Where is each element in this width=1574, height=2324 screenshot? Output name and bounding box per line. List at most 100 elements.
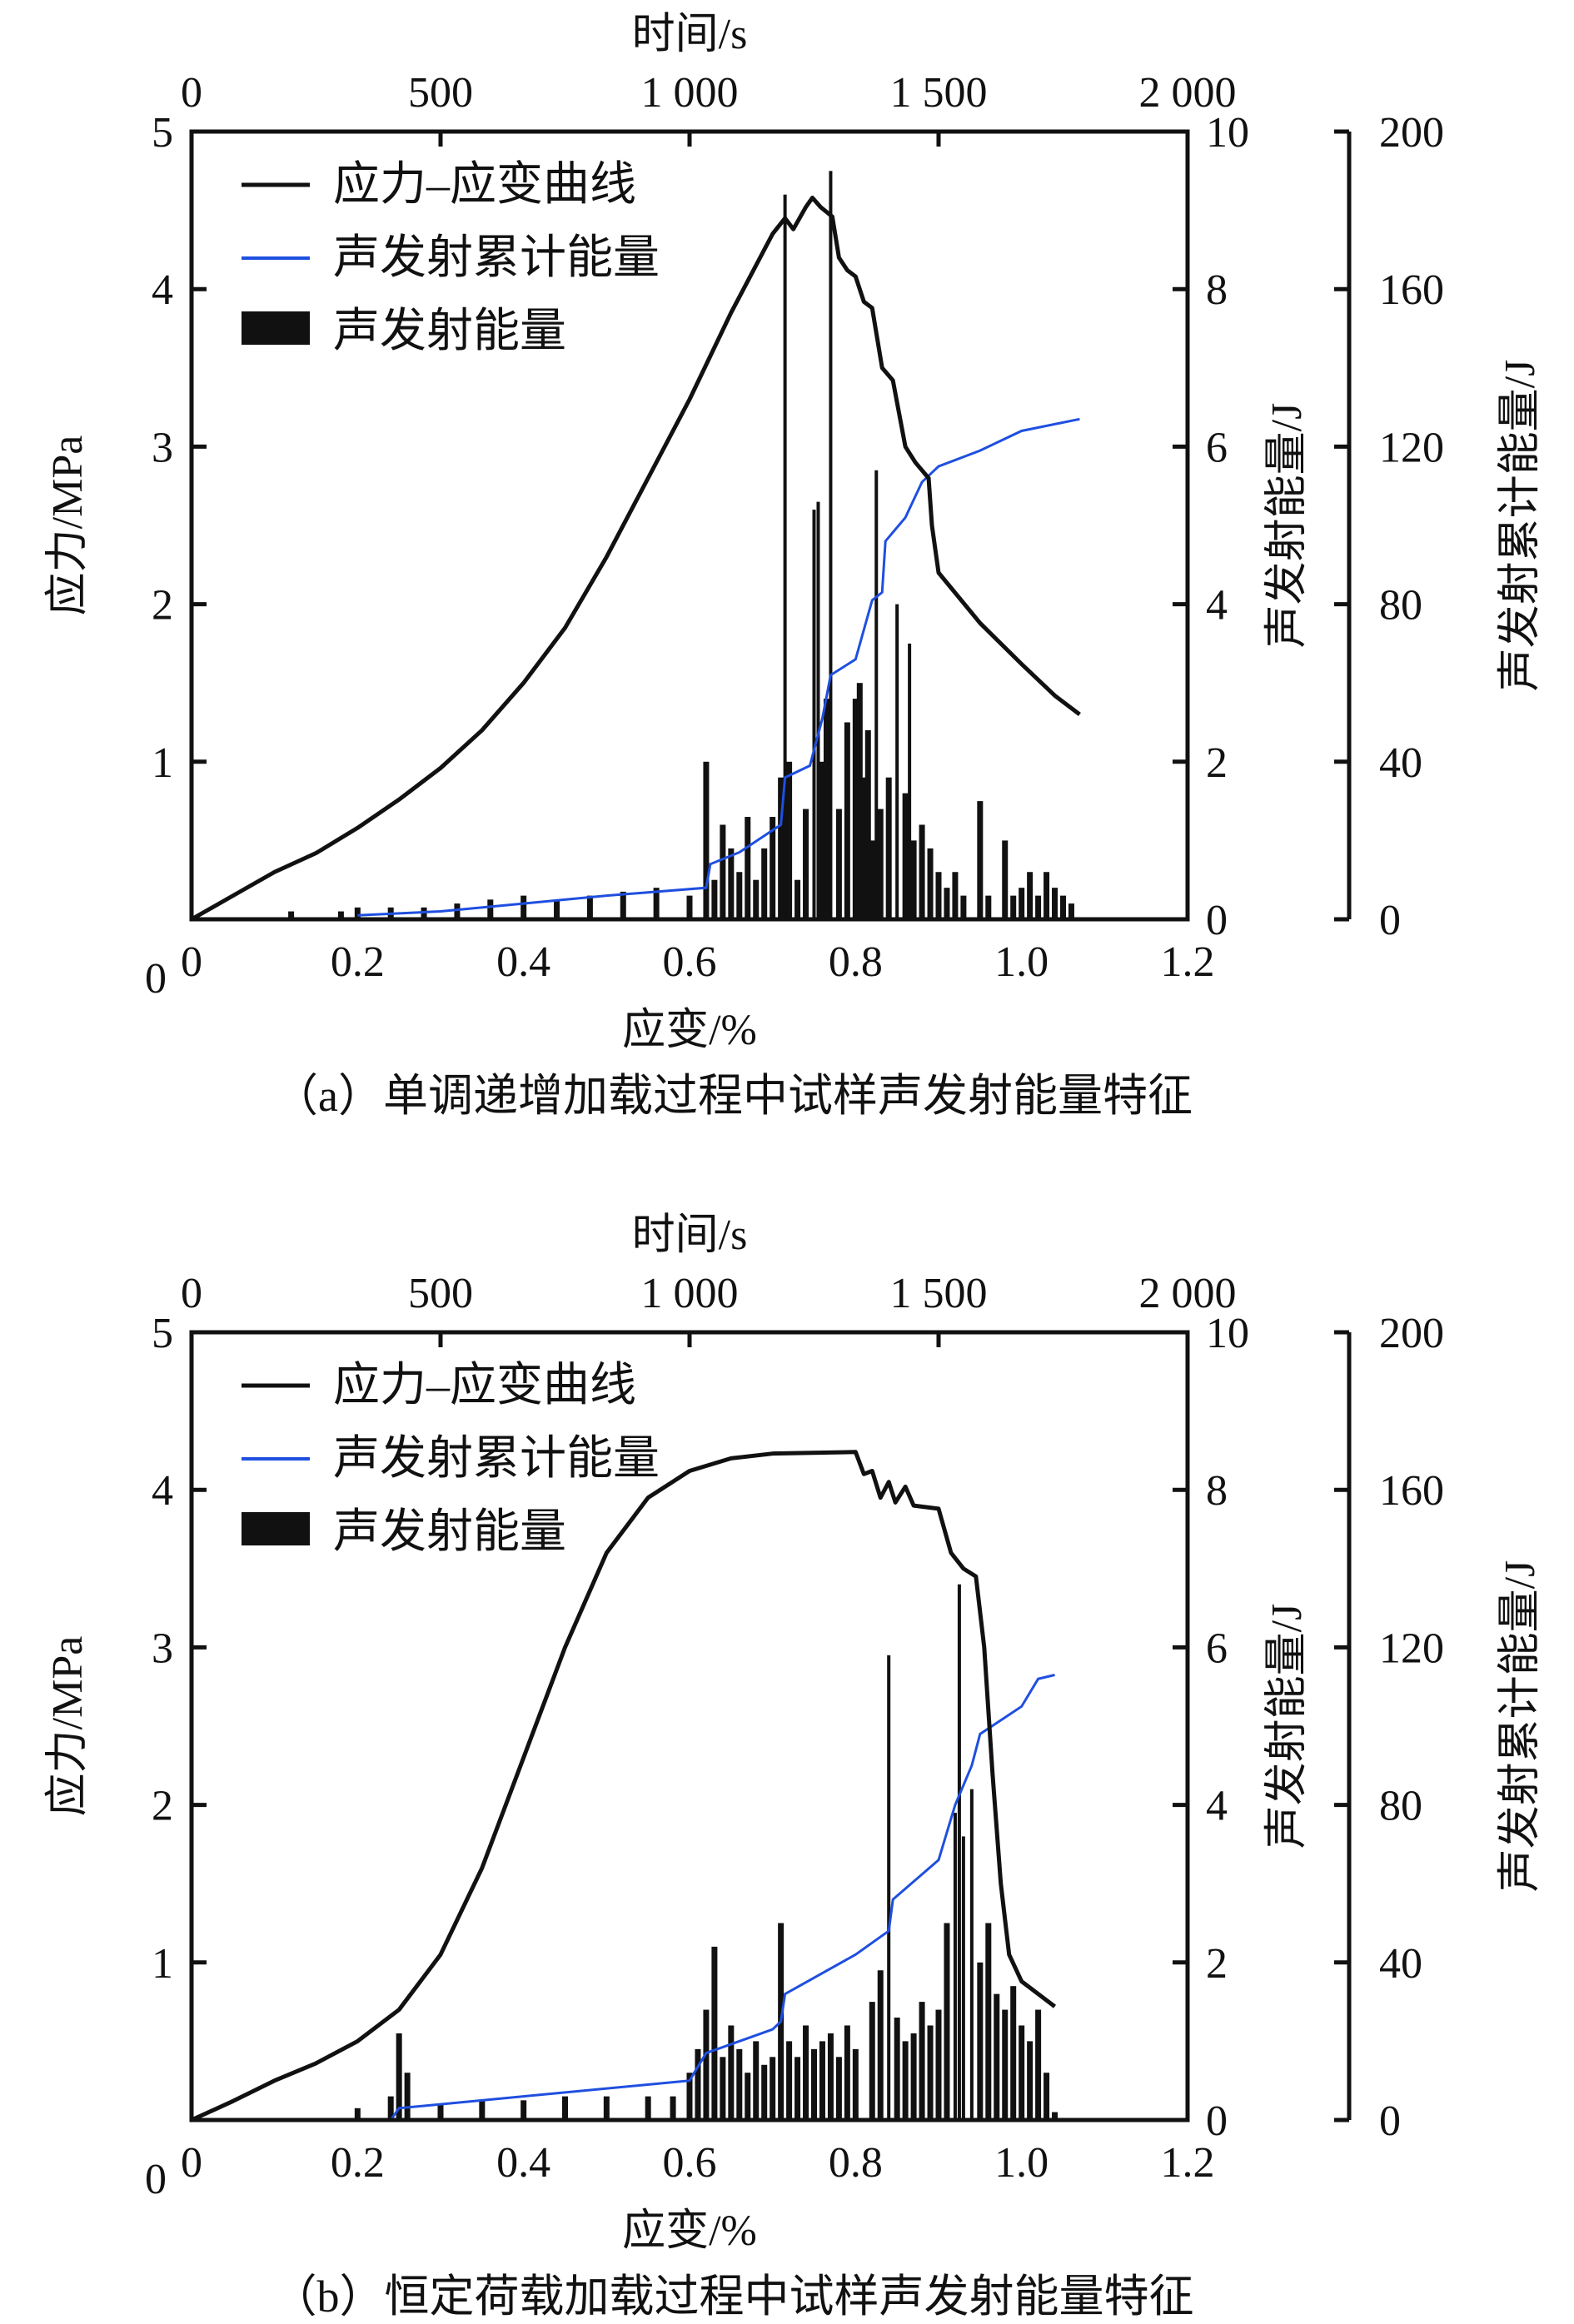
- y3-tick-label: 160: [1379, 266, 1444, 314]
- ae-energy-bar: [944, 888, 950, 919]
- ae-energy-bar: [786, 2041, 793, 2120]
- ae-energy-bar: [902, 793, 909, 919]
- x-tick-label: 1.0: [994, 938, 1049, 986]
- ae-energy-bar: [1010, 895, 1017, 919]
- y2-tick-label: 4: [1206, 582, 1228, 630]
- x2-tick-label: 0: [181, 69, 202, 117]
- ae-energy-bar: [812, 510, 816, 919]
- ae-energy-bar: [877, 1970, 884, 2120]
- x-tick-label: 1.0: [994, 2139, 1049, 2187]
- y3-axis-label: 声发射累计能量/J: [1497, 360, 1544, 692]
- y2-tick-label: 10: [1206, 109, 1249, 157]
- y-tick-label: 2: [152, 1783, 173, 1830]
- ae-energy-bar: [1044, 872, 1050, 919]
- y-tick-label: 4: [152, 266, 173, 314]
- ae-energy-bar: [969, 1789, 974, 2120]
- ae-energy-bar: [670, 2096, 676, 2120]
- ae-energy-bar: [852, 699, 859, 919]
- ae-energy-bar: [1052, 2112, 1058, 2120]
- ae-energy-bar: [728, 2025, 735, 2120]
- y-tick-label: 1: [152, 739, 173, 787]
- ae-energy-bar: [910, 2033, 917, 2120]
- y3-tick-label: 120: [1379, 1625, 1444, 1672]
- ae-energy-bar: [977, 1962, 984, 2120]
- y-tick-label: 3: [152, 1625, 173, 1672]
- y2-tick-label: 2: [1206, 739, 1228, 787]
- ae-energy-bar: [919, 824, 925, 919]
- y3-tick-label: 200: [1379, 109, 1444, 157]
- ae-energy-bar: [1019, 888, 1025, 919]
- y3-tick-label: 80: [1379, 582, 1422, 630]
- ae-energy-bar: [1068, 903, 1074, 919]
- ae-energy-bar: [794, 879, 801, 919]
- x2-tick-label: 0: [181, 1270, 202, 1317]
- y3-tick-label: 160: [1379, 1467, 1444, 1515]
- ae-energy-bar: [703, 2009, 710, 2120]
- ae-energy-bar: [844, 2025, 850, 2120]
- y-tick-label: 2: [152, 582, 173, 630]
- origin-label: 0: [145, 2156, 167, 2203]
- x-tick-label: 0: [181, 938, 202, 986]
- y2-axis-label: 声发射能量/J: [1263, 403, 1311, 649]
- ae-energy-bar: [753, 2041, 760, 2120]
- ae-energy-bar: [844, 722, 850, 919]
- ae-energy-bar: [479, 2100, 486, 2120]
- figure-caption: （a）单调递增加载过程中试样声发射能量特征: [273, 1071, 1193, 1121]
- y-tick-label: 5: [152, 109, 173, 157]
- x-axis-label: 应变/%: [622, 2207, 757, 2255]
- ae-energy-bar: [437, 2104, 444, 2120]
- ae-energy-bar: [860, 777, 867, 919]
- ae-energy-bar: [1002, 2009, 1009, 2120]
- y3-tick-label: 0: [1379, 897, 1401, 944]
- ae-energy-bar: [1002, 840, 1009, 919]
- ae-energy-bar: [521, 2100, 527, 2120]
- ae-energy-bar: [454, 903, 461, 919]
- chart-panel-a: 0 0.2 0.4 0.6 0.8 1.0 1.20 500 1 000 1 500 2 00012…: [44, 11, 1544, 1121]
- ae-energy-bar: [736, 872, 743, 919]
- cumulative-energy-line: [389, 1674, 1055, 2121]
- ae-energy-bar: [736, 2048, 743, 2120]
- y-axis-label: 应力/MPa: [44, 1636, 92, 1817]
- x-tick-label: 0: [181, 2139, 202, 2187]
- ae-energy-bar: [894, 2018, 900, 2120]
- legend-energy-swatch: [242, 1512, 310, 1545]
- ae-energy-bar: [1027, 872, 1034, 919]
- x2-axis-label: 时间/s: [632, 1212, 748, 1259]
- ae-energy-bar: [960, 895, 967, 919]
- ae-energy-bar: [745, 2073, 751, 2120]
- ae-energy-bar: [404, 2073, 411, 2120]
- ae-energy-bar: [823, 699, 829, 919]
- y3-tick-label: 200: [1379, 1310, 1444, 1357]
- y3-tick-label: 0: [1379, 2098, 1401, 2145]
- ae-energy-bar: [521, 895, 527, 919]
- ae-energy-bar: [487, 899, 494, 919]
- stress-strain-line: [190, 1450, 1057, 2122]
- ae-energy-bar: [819, 2041, 825, 2120]
- ae-energy-bar: [864, 729, 871, 919]
- ae-energy-bar: [728, 848, 735, 919]
- ae-energy-bar: [994, 1993, 1000, 2120]
- ae-energy-bar: [985, 1923, 992, 2120]
- ae-energy-bar: [1010, 1986, 1017, 2120]
- ae-energy-bar: [620, 891, 626, 919]
- x-tick-label: 0.2: [331, 938, 385, 986]
- y3-tick-label: 120: [1379, 424, 1444, 471]
- x-tick-label: 1.2: [1161, 938, 1215, 986]
- ae-energy-bar: [1019, 2025, 1025, 2120]
- ae-energy-bar: [1035, 895, 1042, 919]
- x2-tick-label: 1 000: [641, 69, 739, 117]
- ae-energy-bar: [770, 817, 776, 919]
- ae-energy-bar: [803, 809, 809, 919]
- x-tick-label: 0.6: [663, 2139, 717, 2187]
- ae-energy-bar: [586, 895, 593, 919]
- ae-energy-bar: [811, 2048, 817, 2120]
- ae-energy-bar: [910, 840, 917, 919]
- ae-energy-bar: [869, 2002, 875, 2120]
- ae-energy-bar: [695, 2048, 701, 2120]
- ae-energy-bar: [869, 840, 875, 919]
- x2-tick-label: 2 000: [1139, 1270, 1237, 1317]
- ae-energy-bar: [944, 1923, 950, 2120]
- ae-energy-bar: [927, 2025, 934, 2120]
- x-tick-label: 0.2: [331, 2139, 385, 2187]
- ae-energy-bar: [761, 848, 768, 919]
